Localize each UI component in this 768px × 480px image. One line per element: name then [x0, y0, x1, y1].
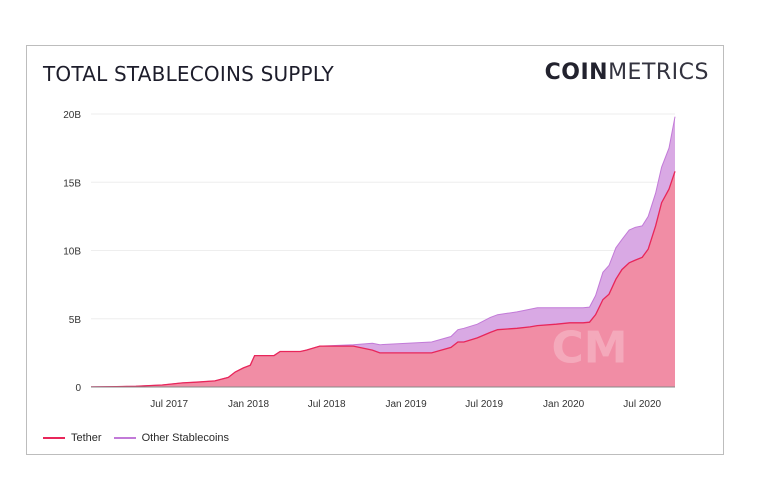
y-axis: 0 5B 10B 15B 20B	[63, 110, 81, 394]
x-tick-label: Jul 2020	[623, 399, 661, 410]
x-tick-label: Jul 2018	[308, 399, 346, 410]
area-other-stablecoins	[91, 116, 675, 387]
series-areas	[90, 116, 676, 388]
logo-metrics-text: METRICS	[608, 60, 709, 85]
area-tether	[91, 171, 675, 387]
x-tick-label: Jul 2019	[465, 399, 503, 410]
x-tick-label: Jan 2018	[228, 399, 270, 410]
legend-label-tether: Tether	[71, 432, 102, 444]
legend: Tether Other Stablecoins	[43, 432, 229, 444]
y-tick-label: 5B	[69, 315, 82, 326]
legend-swatch-other-stablecoins	[113, 437, 136, 439]
line-tether	[90, 171, 676, 388]
chart-title: TOTAL STABLECOINS SUPPLY	[43, 62, 334, 86]
cm-watermark: CM	[551, 322, 627, 373]
y-tick-label: 0	[75, 383, 81, 394]
coinmetrics-logo: COINMETRICS	[545, 60, 709, 85]
legend-label-other-stablecoins: Other Stablecoins	[141, 432, 230, 444]
legend-item-tether[interactable]: Tether	[43, 432, 102, 444]
x-tick-label: Jan 2020	[543, 399, 585, 410]
y-tick-label: 15B	[63, 178, 81, 189]
legend-item-other-stablecoins[interactable]: Other Stablecoins	[113, 432, 230, 444]
logo-coin-text: COIN	[544, 60, 609, 85]
supply-chart: CM 0 5B 10B 15B 20B Jul 2017 Jan 2018 Jul 2018…	[63, 110, 676, 410]
y-tick-label: 10B	[63, 247, 81, 258]
x-tick-label: Jul 2017	[150, 399, 188, 410]
gridlines	[91, 113, 675, 320]
legend-swatch-tether	[43, 437, 65, 439]
y-tick-label: 20B	[63, 110, 81, 121]
x-tick-label: Jan 2019	[386, 399, 428, 410]
watermark-text: CM	[551, 322, 627, 373]
x-axis: Jul 2017 Jan 2018 Jul 2018 Jan 2019 Jul 2019…	[91, 386, 675, 410]
chart-card: TOTAL STABLECOINS SUPPLY COINMETRICS CM …	[26, 45, 724, 455]
